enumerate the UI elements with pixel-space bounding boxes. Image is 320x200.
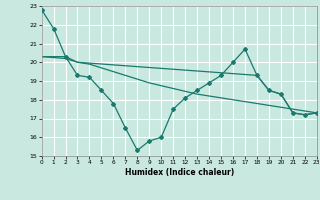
X-axis label: Humidex (Indice chaleur): Humidex (Indice chaleur) xyxy=(124,168,234,177)
